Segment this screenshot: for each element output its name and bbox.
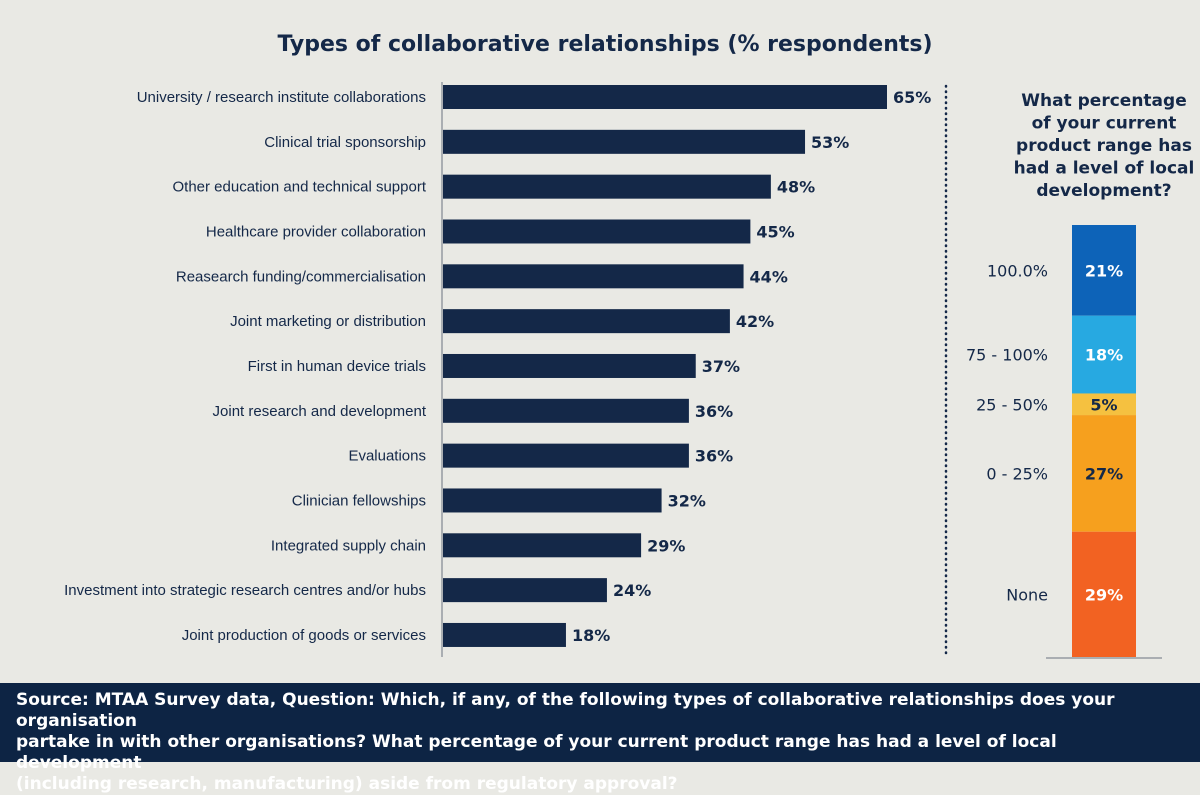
segment-category-label: 25 - 50% — [976, 395, 1048, 414]
value-label: 36% — [695, 447, 733, 466]
stack-segment — [1072, 415, 1136, 532]
segment-category-label: None — [1006, 585, 1048, 604]
footer-line: partake in with other organisations? Wha… — [16, 732, 1057, 773]
value-label: 32% — [668, 491, 706, 510]
category-label: First in human device trials — [248, 358, 426, 375]
value-label: 36% — [695, 402, 733, 421]
stacked-title-line: What percentage — [1021, 91, 1186, 111]
stacked-title-line: product range has — [1016, 136, 1192, 156]
bar — [443, 578, 607, 603]
value-label: 65% — [893, 88, 931, 107]
value-label: 37% — [702, 357, 740, 376]
segment-value-label: 5% — [1090, 395, 1117, 414]
bar — [443, 219, 751, 244]
stack-segment — [1072, 225, 1136, 316]
value-label: 18% — [572, 626, 610, 645]
category-label: Clinical trial sponsorship — [264, 134, 426, 151]
bar — [443, 488, 662, 513]
stack-segment — [1072, 531, 1136, 657]
segment-category-label: 0 - 25% — [986, 464, 1048, 483]
value-label: 53% — [811, 133, 849, 152]
category-label: Joint marketing or distribution — [230, 313, 426, 330]
segment-category-label: 75 - 100% — [966, 346, 1048, 365]
bar — [443, 129, 806, 154]
category-label: Investment into strategic research centr… — [64, 582, 426, 599]
bar — [443, 622, 566, 647]
footer-line: Source: MTAA Survey data, Question: Whic… — [16, 690, 1115, 731]
chart-title: Types of collaborative relationships (% … — [277, 32, 932, 57]
bar — [443, 398, 689, 423]
bar — [443, 353, 696, 378]
value-label: 44% — [750, 267, 788, 286]
bar-chart: University / research institute collabor… — [64, 82, 931, 657]
bar — [443, 443, 689, 468]
bar — [443, 174, 771, 199]
category-label: Reasearch funding/commercialisation — [176, 268, 426, 285]
category-label: Joint research and development — [213, 403, 427, 420]
category-label: Integrated supply chain — [271, 537, 426, 554]
category-label: Joint production of goods or services — [182, 627, 426, 644]
segment-value-label: 27% — [1085, 464, 1123, 483]
footer-line: (including research, manufacturing) asid… — [16, 774, 678, 794]
value-label: 29% — [647, 536, 685, 555]
segment-value-label: 29% — [1085, 585, 1123, 604]
category-label: Healthcare provider collaboration — [206, 223, 426, 240]
value-label: 24% — [613, 581, 651, 600]
category-label: Evaluations — [348, 448, 426, 465]
category-label: Clinician fellowships — [292, 492, 426, 509]
chart: Types of collaborative relationships (% … — [64, 32, 1195, 660]
bar — [443, 533, 642, 558]
category-label: Other education and technical support — [173, 179, 427, 196]
source-footer: Source: MTAA Survey data, Question: Whic… — [0, 683, 1200, 794]
stack-segment — [1072, 315, 1136, 394]
segment-value-label: 21% — [1085, 261, 1123, 280]
stacked-title-line: of your current — [1032, 114, 1177, 134]
stacked-title-line: had a level of local — [1014, 159, 1195, 179]
value-label: 48% — [777, 178, 815, 197]
segment-category-label: 100.0% — [987, 261, 1048, 280]
stack-segment — [1072, 393, 1136, 416]
stacked-title-line: development? — [1036, 181, 1171, 201]
stacked-bar-chart: 21% 100.0% 18% 75 - 100% 5% 25 - 50% 27% 0 - 25… — [966, 225, 1162, 659]
bar — [443, 264, 744, 289]
category-label: University / research institute collabor… — [137, 89, 426, 106]
value-label: 42% — [736, 312, 774, 331]
segment-value-label: 18% — [1085, 346, 1123, 365]
bar — [443, 85, 887, 109]
bar — [443, 309, 730, 334]
value-label: 45% — [756, 222, 794, 241]
